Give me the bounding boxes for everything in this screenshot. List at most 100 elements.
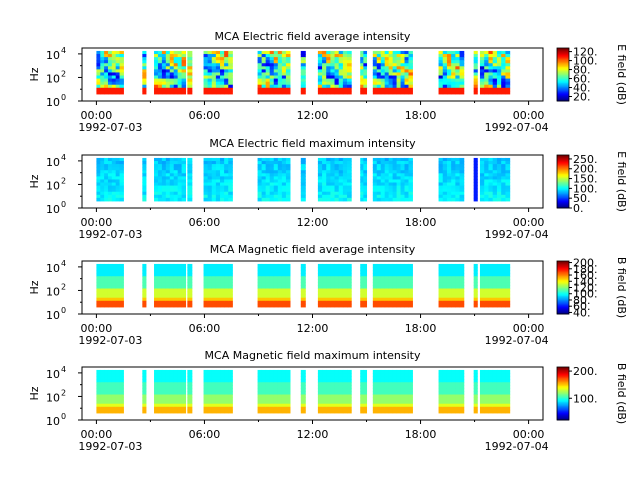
heat-cell [376, 191, 382, 196]
heat-cell [142, 194, 147, 199]
heat-cell [261, 273, 267, 277]
heat-cell [392, 273, 398, 277]
heat-cell [265, 87, 271, 92]
heat-cell [300, 164, 306, 168]
heat-cell [376, 87, 382, 92]
colorbar-cell [557, 308, 569, 311]
heat-cell [173, 369, 179, 374]
heat-cell [473, 188, 478, 193]
heat-cell [300, 303, 306, 308]
heat-cell [330, 57, 336, 61]
heat-cell [111, 391, 117, 396]
heat-cell [100, 391, 105, 396]
heat-cell [380, 90, 386, 95]
heat-cell [107, 179, 113, 184]
heat-cell [455, 282, 461, 286]
heat-cell [273, 300, 279, 305]
heat-cell [161, 57, 167, 61]
heat-cell [142, 291, 147, 296]
heat-cell [100, 90, 105, 95]
heat-cell [165, 185, 171, 190]
heat-cell [347, 78, 352, 83]
heat-cell [505, 78, 511, 83]
heat-cell [400, 57, 406, 61]
heat-cell [220, 60, 225, 64]
heat-cell [446, 282, 452, 286]
heat-cell [438, 403, 444, 408]
heat-cell [347, 170, 352, 174]
heat-cell [177, 157, 183, 162]
colorbar-cell [557, 294, 569, 296]
heat-cell [380, 197, 386, 202]
heat-cell [488, 267, 494, 271]
heat-cell [438, 60, 444, 64]
heat-cell [376, 279, 382, 283]
data-segment [473, 263, 478, 308]
heat-cell [372, 279, 378, 283]
heat-cell [501, 57, 506, 61]
x-tick-label: 00:00 [81, 109, 113, 122]
heat-cell [104, 397, 109, 402]
heat-cell [281, 167, 287, 171]
heat-cell [496, 288, 502, 293]
heat-cell [104, 69, 109, 73]
heat-cell [388, 173, 394, 177]
y-tick-label: 10 [46, 96, 60, 109]
heat-cell [438, 179, 444, 184]
heat-cell [322, 188, 327, 193]
heat-cell [372, 397, 378, 402]
heat-cell [360, 87, 364, 92]
heat-cell [142, 400, 147, 405]
colorbar-cell [557, 368, 569, 371]
heat-cell [115, 406, 121, 411]
heat-cell [446, 90, 452, 95]
heat-cell [165, 167, 171, 171]
heat-cell [224, 157, 229, 162]
heat-cell [492, 173, 498, 177]
heat-cell [265, 90, 271, 95]
heat-cell [154, 72, 159, 77]
heat-cell [492, 57, 498, 61]
heat-cell [269, 406, 275, 411]
heat-cell [334, 63, 340, 67]
y-axis-label: Hz [28, 174, 41, 188]
heat-cell [326, 388, 331, 392]
heat-cell [142, 300, 147, 305]
heat-cell [177, 72, 183, 77]
heat-cell [300, 376, 306, 380]
heat-cell [165, 276, 171, 280]
heat-cell [400, 382, 406, 386]
heat-cell [154, 63, 159, 67]
heat-cell [322, 270, 327, 274]
heat-cell [380, 382, 386, 386]
heat-cell [285, 50, 291, 55]
heat-cell [161, 394, 167, 399]
heat-cell [488, 263, 494, 268]
heat-cell [392, 300, 398, 305]
heat-cell [372, 376, 378, 380]
heat-cell [211, 263, 217, 268]
heat-cell [154, 69, 159, 73]
heat-cell [104, 84, 109, 89]
heat-cell [177, 279, 183, 283]
heat-cell [142, 303, 147, 308]
colorbar-cell [557, 414, 569, 417]
heat-cell [451, 182, 456, 187]
heat-cell [438, 188, 444, 193]
heat-cell [459, 400, 465, 405]
heat-cell [484, 297, 489, 302]
heat-cell [154, 379, 159, 383]
heat-cell [400, 273, 406, 277]
heat-cell [372, 409, 378, 414]
heat-cell [265, 72, 271, 77]
heat-cell [207, 270, 213, 274]
heat-cell [338, 81, 344, 86]
heat-cell [165, 75, 171, 80]
heat-cell [396, 276, 402, 280]
heat-cell [388, 291, 394, 296]
heat-cell [408, 157, 413, 162]
heat-cell [285, 379, 291, 383]
heat-cell [479, 161, 485, 165]
heat-cell [224, 409, 229, 414]
heat-cell [484, 267, 489, 271]
